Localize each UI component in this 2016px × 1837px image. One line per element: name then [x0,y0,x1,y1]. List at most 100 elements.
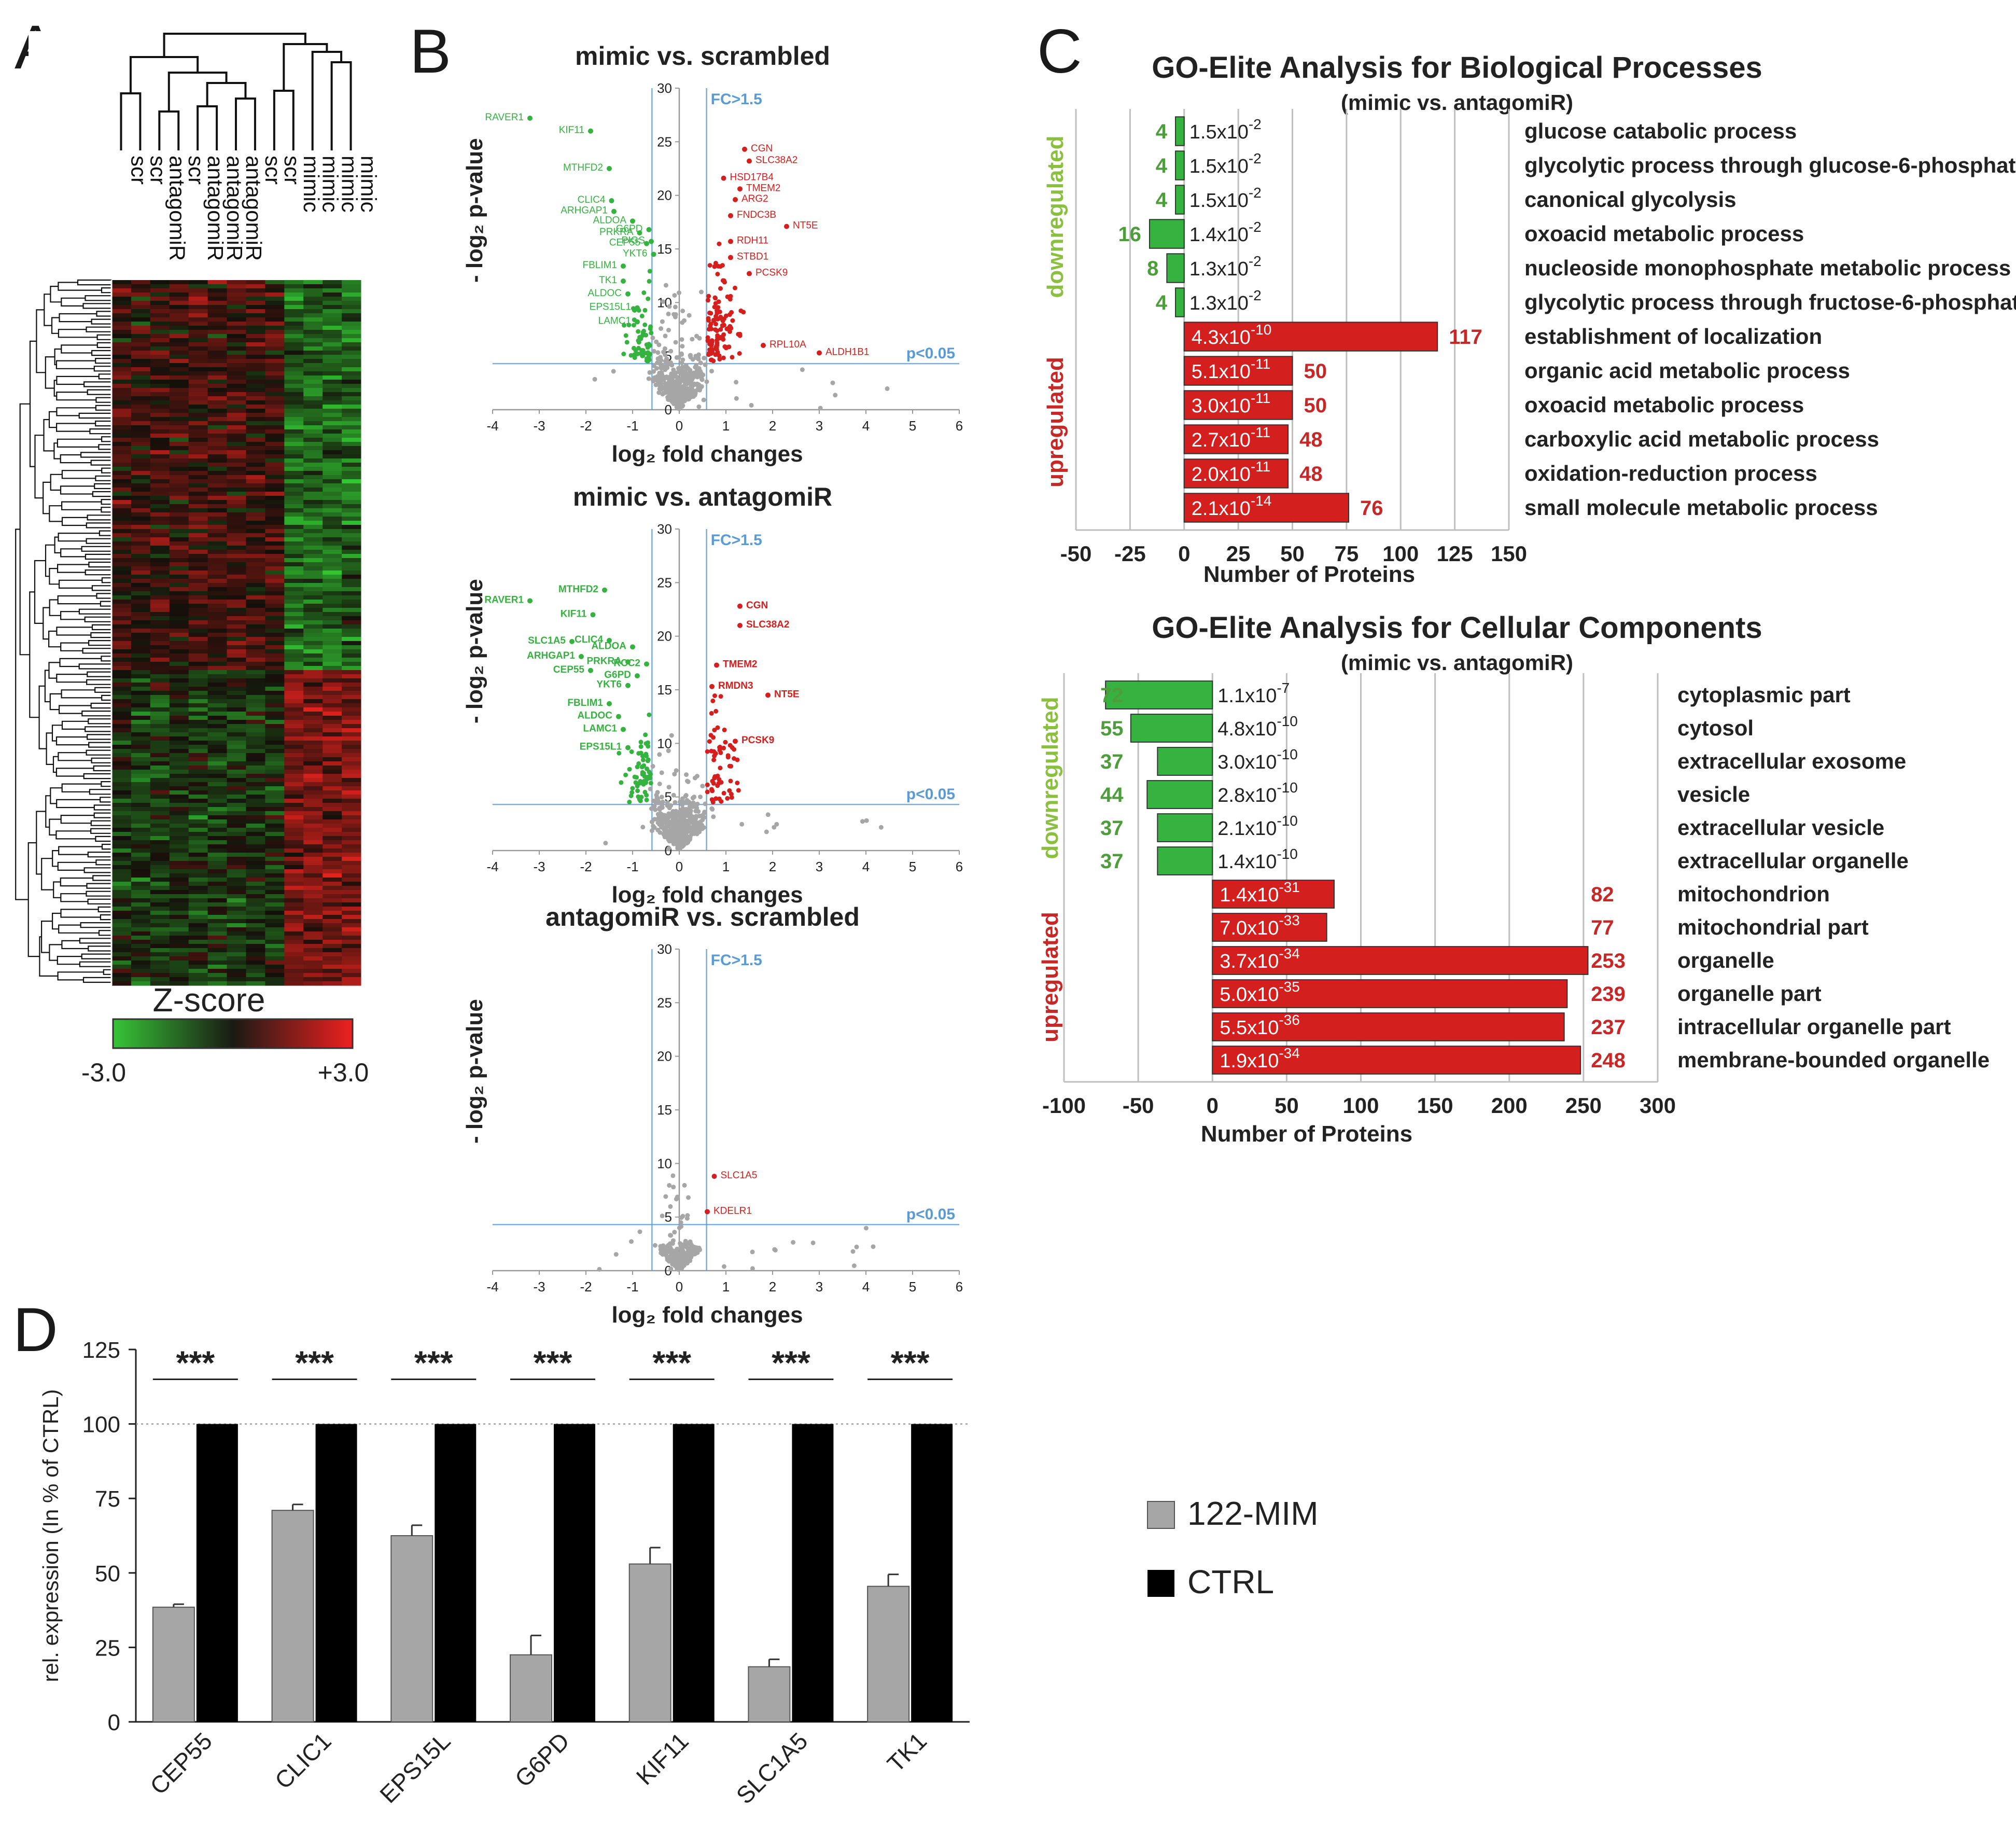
heatmap-cell [112,537,132,542]
heatmap-cell [323,612,342,617]
nonsignificant-point [669,392,675,397]
heatmap-cell [131,683,151,687]
heatmap-cell [227,844,246,849]
heatmap-cell [246,766,265,770]
heatmap-cell [303,620,323,625]
heatmap-cell [150,753,170,758]
gene-label: CGN [751,143,773,154]
gene-label: EPS15L1 [580,742,622,753]
bar-value-label: 248 [1591,1049,1626,1072]
gene-label: YKT6 [596,679,622,690]
nonsignificant-point [680,801,685,806]
heatmap-cell [342,886,361,890]
heatmap-cell [207,712,227,716]
heatmap-cell [323,570,342,575]
bar-value-label: 4 [1156,155,1168,177]
heatmap-cell [323,508,342,513]
heatmap-cell [265,434,285,438]
heatmap-cell [323,616,342,621]
heatmap-cell [323,421,342,426]
heatmap-cell [131,832,151,837]
heatmap-cell [246,375,265,380]
heatmap-cell [323,620,342,625]
heatmap-cell [207,591,227,596]
heatmap-cell [188,923,208,928]
heatmap-cell [323,629,342,633]
heatmap-cell [207,961,227,965]
heatmap-cell [207,533,227,538]
heatmap-cell [323,604,342,608]
heatmap-cell [284,749,304,754]
nonsignificant-point [711,814,716,819]
heatmap-cell [284,832,304,837]
heatmap-cell [284,973,304,978]
heatmap-cell [131,570,151,575]
heatmap-cell [169,533,189,538]
heatmap-cell [112,653,132,658]
heatmap-cell [284,342,304,347]
heatmap-cell [284,450,304,455]
downregulated-point [621,352,626,356]
heatmap-cell [188,712,208,716]
heatmap-cell [265,844,285,849]
upregulated-point [727,788,732,793]
downregulated-point [619,780,624,785]
heatmap-cell [188,782,208,787]
heatmap-cell [284,857,304,861]
heatmap-cell [323,840,342,845]
p-value-exponent: -10 [1277,846,1297,862]
nonsignificant-point [690,825,695,830]
heatmap-cell [265,861,285,866]
heatmap-cell [150,965,170,969]
downregulated-point [635,764,640,770]
heatmap-cell [303,301,323,305]
heatmap-cell [188,533,208,538]
x-axis-label: log₂ fold changes [611,441,803,467]
heatmap-cell [323,940,342,944]
heatmap-cell [323,691,342,695]
heatmap-cell [284,720,304,725]
heatmap-cell [246,330,265,335]
heatmap-cell [207,728,227,733]
heatmap-cell [112,853,132,857]
heatmap-cell [227,948,246,953]
nonsignificant-point [660,1213,665,1218]
upregulated-point [714,345,719,350]
heatmap-cell [150,537,170,542]
heatmap-cell [265,687,285,691]
heatmap-column-label: mimic [357,156,381,213]
heatmap-cell [246,620,265,625]
x-tick-label: 6 [956,1279,963,1295]
heatmap-cell [323,724,342,729]
heatmap-cell [342,396,361,401]
heatmap-cell [150,761,170,766]
heatmap-cell [207,409,227,413]
x-tick-label: 6 [956,859,963,874]
nonsignificant-point [661,350,666,355]
heatmap-cell [112,973,132,978]
heatmap-cell [303,633,323,637]
x-tick-label: 5 [909,1279,916,1295]
heatmap-cell [112,288,132,293]
heatmap-cell [169,330,189,335]
heatmap-cell [207,624,227,629]
heatmap-cell [112,761,132,766]
heatmap-cell [284,371,304,376]
heatmap-cell [246,450,265,455]
heatmap-cell [227,467,246,471]
heatmap-cell [323,819,342,824]
heatmap-cell [303,384,323,388]
nonsignificant-point [685,778,690,784]
heatmap-cell [323,467,342,471]
heatmap-cell [150,907,170,911]
bar-ctrl [554,1424,595,1722]
heatmap-cell [227,882,246,886]
nonsignificant-point [686,1195,691,1200]
heatmap-cell [150,981,170,986]
heatmap-cell [284,405,304,409]
heatmap-cell [188,421,208,426]
heatmap-cell [207,853,227,857]
p-value-label: 7.0x10-33 [1220,912,1300,939]
p-value-exponent: -10 [1251,322,1271,338]
heatmap-cell [342,380,361,384]
